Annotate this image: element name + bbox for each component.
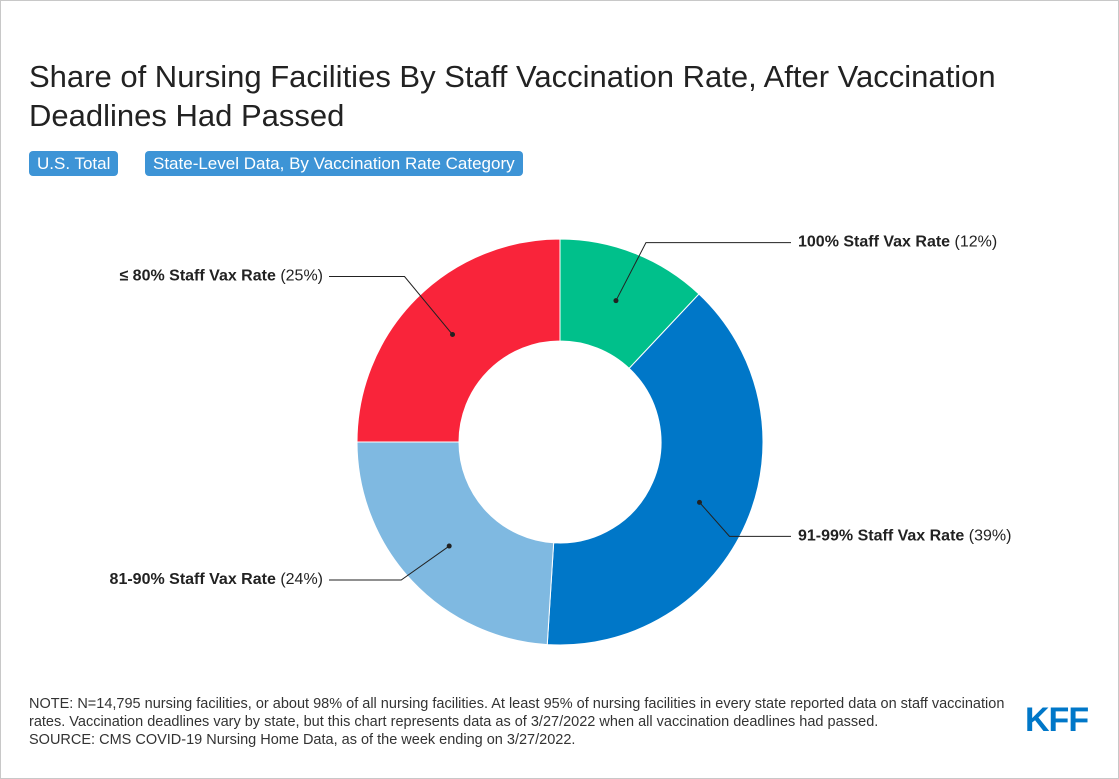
value-label: (25%) — [280, 268, 323, 285]
notes: NOTE: N=14,795 nursing facilities, or ab… — [29, 695, 1019, 749]
category-label: 100% Staff Vax Rate — [798, 234, 950, 251]
leader-line — [699, 502, 791, 537]
donut-segment — [546, 293, 764, 646]
data-label: 81-90% Staff Vax Rate (24%) — [110, 571, 323, 588]
value-label: (39%) — [969, 528, 1012, 545]
data-label: 100% Staff Vax Rate (12%) — [798, 234, 997, 251]
leader-line — [329, 276, 453, 335]
chart: 100% Staff Vax Rate (12%) 91-99% Staff Va… — [110, 234, 1011, 646]
donut-segment — [356, 238, 561, 443]
data-label: 91-99% Staff Vax Rate (39%) — [798, 528, 1011, 545]
logo: KFF — [1025, 701, 1089, 739]
leader-line — [329, 545, 450, 581]
data-label: ≤ 80% Staff Vax Rate (25%) — [119, 268, 323, 285]
category-label: ≤ 80% Staff Vax Rate — [119, 268, 276, 285]
source: SOURCE: CMS COVID-19 Nursing Home Data, … — [29, 732, 576, 748]
value-label: (24%) — [280, 571, 323, 588]
tab[interactable]: State-Level Data, By Vaccination Rate Ca… — [145, 151, 523, 176]
note: NOTE: N=14,795 nursing facilities, or ab… — [29, 696, 1005, 730]
value-label: (12%) — [955, 234, 998, 251]
donut-segment — [356, 441, 555, 646]
category-label: 91-99% Staff Vax Rate — [798, 528, 964, 545]
chart-title: Share of Nursing Facilities By Staff Vac… — [29, 59, 996, 133]
category-label: 81-90% Staff Vax Rate — [110, 571, 276, 588]
tab[interactable]: U.S. Total — [29, 151, 119, 176]
leader-line — [615, 242, 791, 301]
